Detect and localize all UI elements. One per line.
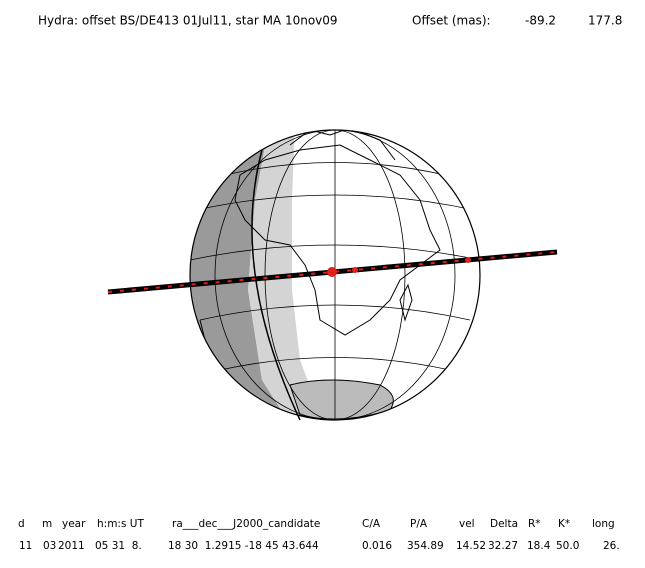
column-header: P/A xyxy=(410,518,428,530)
column-header: long xyxy=(592,518,615,530)
table-cell: 03 xyxy=(43,540,56,552)
table-cell: 26. xyxy=(603,540,620,552)
column-header: K* xyxy=(558,518,570,530)
offset-label: Offset (mas): xyxy=(412,14,491,28)
table-cell: 50.0 xyxy=(556,540,579,552)
column-header: ra___dec___J2000_candidate xyxy=(172,518,320,530)
offset-value: 177.8 xyxy=(588,14,622,28)
column-header: R* xyxy=(528,518,541,530)
column-header: year xyxy=(62,518,86,530)
table-cell: 2011 xyxy=(58,540,85,552)
table: d m year h:m:s UT ra___dec___J2000_candidate… xyxy=(18,518,620,552)
globe xyxy=(107,129,558,421)
table-cell: 32.27 xyxy=(488,540,518,552)
table-cell: 354.89 xyxy=(407,540,444,552)
column-header: Delta xyxy=(490,518,518,530)
title: Hydra: offset BS/DE413 01Jul11, star MA … xyxy=(38,14,338,28)
column-header: m xyxy=(42,518,52,530)
column-header: h:m:s UT xyxy=(97,518,144,530)
table-cell: 18 30 1.2915 -18 45 43.644 xyxy=(168,540,319,552)
table-cell: 11 xyxy=(19,540,32,552)
column-header: C/A xyxy=(362,518,381,530)
table-cell: 14.52 xyxy=(456,540,486,552)
table-cell: 18.4 xyxy=(527,540,551,552)
table-cell: 0.016 xyxy=(362,540,392,552)
table-cell: 05 31 8. xyxy=(95,540,142,552)
column-header: vel xyxy=(459,518,475,530)
column-header: d xyxy=(18,518,25,530)
offset-value: -89.2 xyxy=(525,14,556,28)
